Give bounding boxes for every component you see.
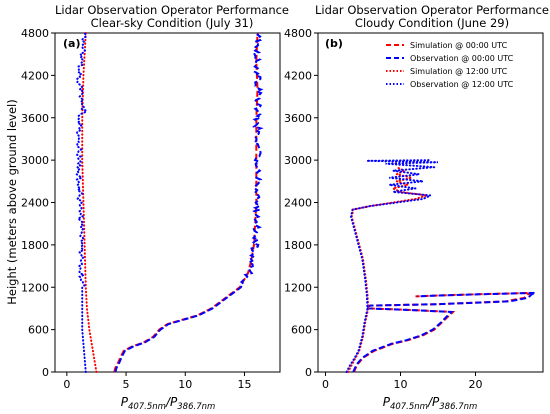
panel-a-frame [54,32,281,373]
legend-label-sim-00: Simulation @ 00:00 UTC [410,41,508,50]
panel-b-series [345,159,536,373]
x-tick-label-a: 15 [237,378,251,391]
x-tick-label-b: 0 [322,378,329,391]
panel-a-label: (a) [63,37,80,50]
panel-b-subtitle: Cloudy Condition (June 29) [355,16,509,30]
legend-label-obs-12: Observation @ 12:00 UTC [410,80,514,89]
panel-b-label: (b) [325,37,343,50]
panel-b-title: Lidar Observation Operator Performance [315,3,549,17]
panel-a-ticks: 0 5 10 15 0 600 1200 1800 2400 3000 3600 4200 4800 [21,27,251,391]
y-tick-label-a: 0 [42,366,49,379]
x-axis-label-b: P407.5nm/P386.7nm [383,395,478,412]
y-tick-label-b: 3000 [284,154,312,167]
x-tick-label-b: 20 [469,378,483,391]
x-tick-label-b: 10 [394,378,408,391]
panel-a-series [74,32,264,373]
y-tick-label-b: 600 [291,324,312,337]
legend-label-sim-12: Simulation @ 12:00 UTC [410,67,508,76]
x-tick-label-a: 5 [123,378,130,391]
y-tick-label-a: 3000 [21,154,49,167]
y-tick-label-b: 4800 [284,27,312,40]
y-tick-label-a: 4200 [21,69,49,82]
legend: Simulation @ 00:00 UTC Observation @ 00:… [386,41,514,89]
panel-b-ticks: 0 10 20 0 600 1200 1800 2400 3000 3600 4200 4800 [284,27,483,391]
series-line-a-1 [114,32,264,373]
panel-a: Lidar Observation Operator Performance C… [21,3,289,391]
y-tick-label-a: 600 [28,324,49,337]
series-line-a-3 [74,32,89,373]
panel-a-subtitle: Clear-sky Condition (July 31) [91,16,254,30]
x-tick-label-a: 10 [178,378,192,391]
series-line-a-0 [113,32,259,373]
y-tick-label-a: 3600 [21,112,49,125]
legend-label-obs-00: Observation @ 00:00 UTC [410,54,514,63]
series-line-a-2 [81,32,98,373]
y-tick-label-b: 0 [305,366,312,379]
y-tick-label-b: 3600 [284,112,312,125]
panel-a-title: Lidar Observation Operator Performance [55,3,289,17]
series-line-b-3 [345,159,439,373]
y-tick-label-b: 1800 [284,239,312,252]
y-tick-label-a: 4800 [21,27,49,40]
y-tick-label-b: 2400 [284,197,312,210]
y-tick-label-b: 4200 [284,69,312,82]
x-axis-label-a: P407.5nm/P386.7nm [121,395,216,412]
y-tick-label-a: 1200 [21,281,49,294]
y-tick-label-b: 1200 [284,281,312,294]
y-tick-label-a: 1800 [21,239,49,252]
series-line-b-2 [347,166,428,373]
panel-b: Lidar Observation Operator Performance C… [284,3,549,391]
series-line-b-1 [352,291,536,373]
y-axis-label: Height (meters above ground level) [5,99,19,305]
x-tick-label-a: 0 [63,378,70,391]
y-tick-label-a: 2400 [21,197,49,210]
